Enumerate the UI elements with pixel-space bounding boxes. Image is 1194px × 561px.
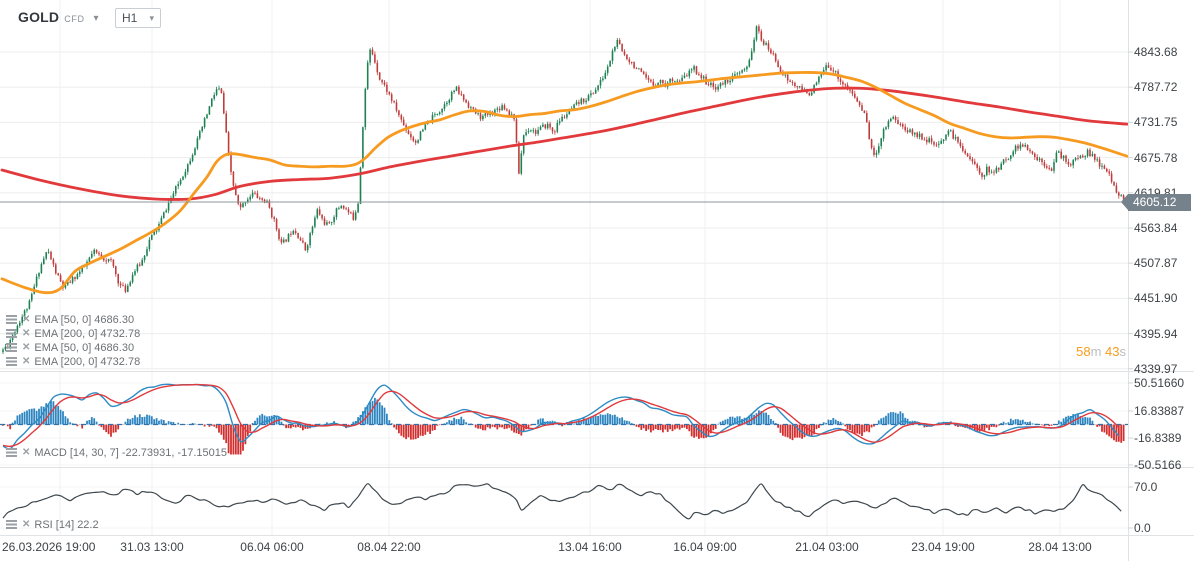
countdown-minutes-unit: m [1090,344,1106,359]
time-axis-label: 21.04 03:00 [795,540,859,554]
price-axis-label: 4451.90 [1134,291,1178,306]
macd-axis-label: -50.5166 [1134,458,1182,472]
legend-row-rsi: ✕ RSI [14] 22.2 [6,518,99,531]
candles-layer [2,24,1125,355]
indicator-remove-icon[interactable]: ✕ [22,328,31,339]
timeframe-selector[interactable]: H1 ▾ [115,8,161,28]
price-axis-label: 4787.72 [1134,80,1178,95]
price-axis-label: 4507.87 [1134,256,1178,271]
indicator-remove-icon[interactable]: ✕ [22,314,31,325]
price-axis-label: 4339.97 [1134,361,1178,376]
rsi-line [2,483,1122,520]
time-axis-label: 13.04 16:00 [558,540,622,554]
indicator-remove-icon[interactable]: ✕ [22,356,31,367]
rsi-axis-label: 70.0 [1134,480,1158,494]
indicator-label: EMA [200, 0] 4732.78 [34,355,141,368]
indicator-label: EMA [200, 0] 4732.78 [34,327,141,340]
price-axis-label: 4675.78 [1134,150,1178,165]
time-axis-label: 28.04 13:00 [1028,540,1092,554]
market-type-label: CFD [64,14,85,24]
time-axis-label: 23.04 19:00 [911,540,975,554]
indicator-settings-icon[interactable] [6,329,17,338]
time-axis-label: 06.04 06:00 [240,540,304,554]
indicator-settings-icon[interactable] [6,520,17,529]
indicator-settings-icon[interactable] [6,448,17,457]
price-axis-label: 4395.94 [1134,326,1178,341]
rsi-axis-label: 0.0 [1134,521,1151,535]
time-axis-label: 26.03.2026 19:00 [2,540,96,554]
indicator-label: RSI [14] 22.2 [34,518,99,531]
indicator-label: MACD [14, 30, 7] -22.73931, -17.15015 [34,446,228,459]
symbol-name: GOLD [18,9,60,25]
timeframe-label: H1 [122,11,138,25]
indicator-remove-icon[interactable]: ✕ [22,447,31,458]
indicator-remove-icon[interactable]: ✕ [22,342,31,353]
countdown-seconds-unit: s [1119,344,1127,359]
price-axis-label: 4731.75 [1134,115,1178,130]
indicator-settings-icon[interactable] [6,343,17,352]
indicator-label: EMA [50, 0] 4686.30 [34,341,135,354]
bar-close-countdown: 58m 43s [1020,344,1126,359]
indicator-settings-icon[interactable] [6,357,17,366]
symbol-selector[interactable]: GOLD CFD ▾ [18,9,99,25]
legend-row-ema200: ✕ EMA [200, 0] 4732.78 [6,327,140,340]
macd-axis-label: -16.8389 [1134,431,1182,445]
timeframe-dropdown-caret-icon: ▾ [149,12,154,23]
legend-row-macd: ✕ MACD [14, 30, 7] -22.73931, -17.15015 [6,446,227,459]
macd-line [2,383,1120,450]
price-axis-label: 4563.84 [1134,221,1178,235]
time-axis-label: 08.04 22:00 [357,540,421,554]
ema50-line [0,71,1128,295]
legend-row-ema50: ✕ EMA [50, 0] 4686.30 [6,313,134,326]
macd-axis-label: 50.51660 [1134,376,1185,390]
symbol-dropdown-caret-icon[interactable]: ▾ [93,13,99,24]
ema200-line [0,86,1128,201]
current-price-tag: 4605.12 [1121,193,1191,211]
price-tag-arrow-icon [1121,193,1128,210]
time-axis-label: 31.03 13:00 [120,540,184,554]
price-axis-label: 4843.68 [1134,45,1178,59]
time-axis-label: 16.04 09:00 [673,540,737,554]
indicator-settings-icon[interactable] [6,315,17,324]
countdown-minutes: 58 [1076,344,1091,359]
legend-row-ema50-b: ✕ EMA [50, 0] 4686.30 [6,341,134,354]
indicator-remove-icon[interactable]: ✕ [22,519,31,530]
current-price-value: 4605.12 [1133,195,1177,210]
countdown-seconds: 43 [1105,344,1120,359]
signal-line [2,383,1120,448]
indicator-label: EMA [50, 0] 4686.30 [34,313,135,326]
macd-axis-label: 16.83887 [1134,404,1185,418]
legend-row-ema200-b: ✕ EMA [200, 0] 4732.78 [6,355,140,368]
macd-pane [0,383,1128,455]
